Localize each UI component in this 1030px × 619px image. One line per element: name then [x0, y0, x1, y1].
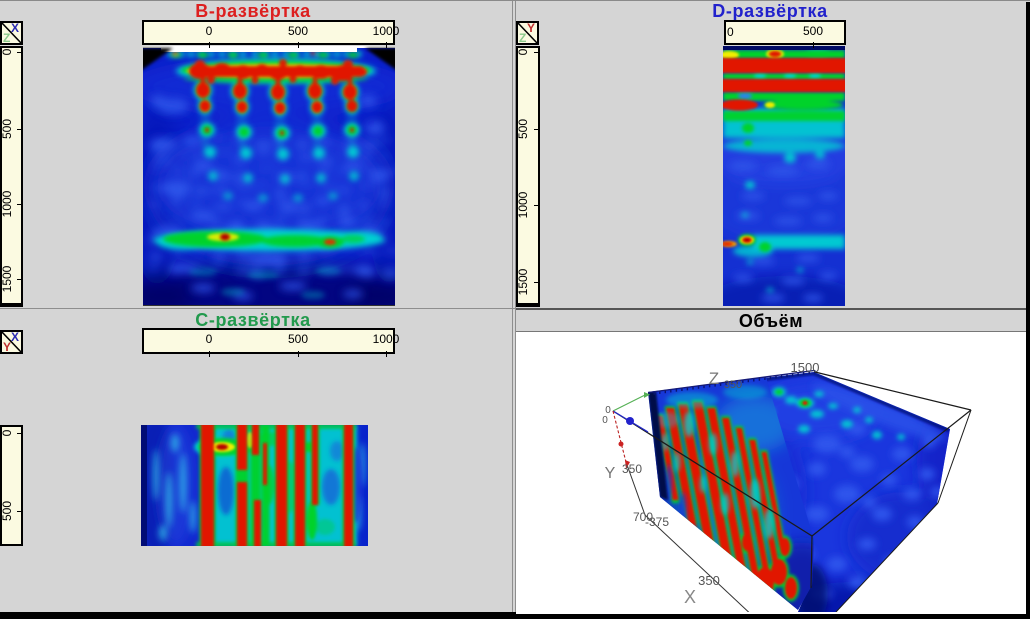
svg-text:-375: -375	[645, 515, 669, 529]
svg-text:0: 0	[602, 415, 608, 426]
svg-text:350: 350	[622, 462, 642, 476]
svg-text:X: X	[684, 587, 696, 607]
svg-text:1500: 1500	[791, 360, 820, 375]
svg-text:350: 350	[698, 573, 720, 588]
svg-text:700: 700	[633, 510, 653, 524]
svg-text:350: 350	[724, 379, 742, 391]
svg-text:0: 0	[605, 405, 611, 416]
svg-text:Y: Y	[605, 465, 616, 482]
svg-text:Z: Z	[709, 369, 719, 388]
